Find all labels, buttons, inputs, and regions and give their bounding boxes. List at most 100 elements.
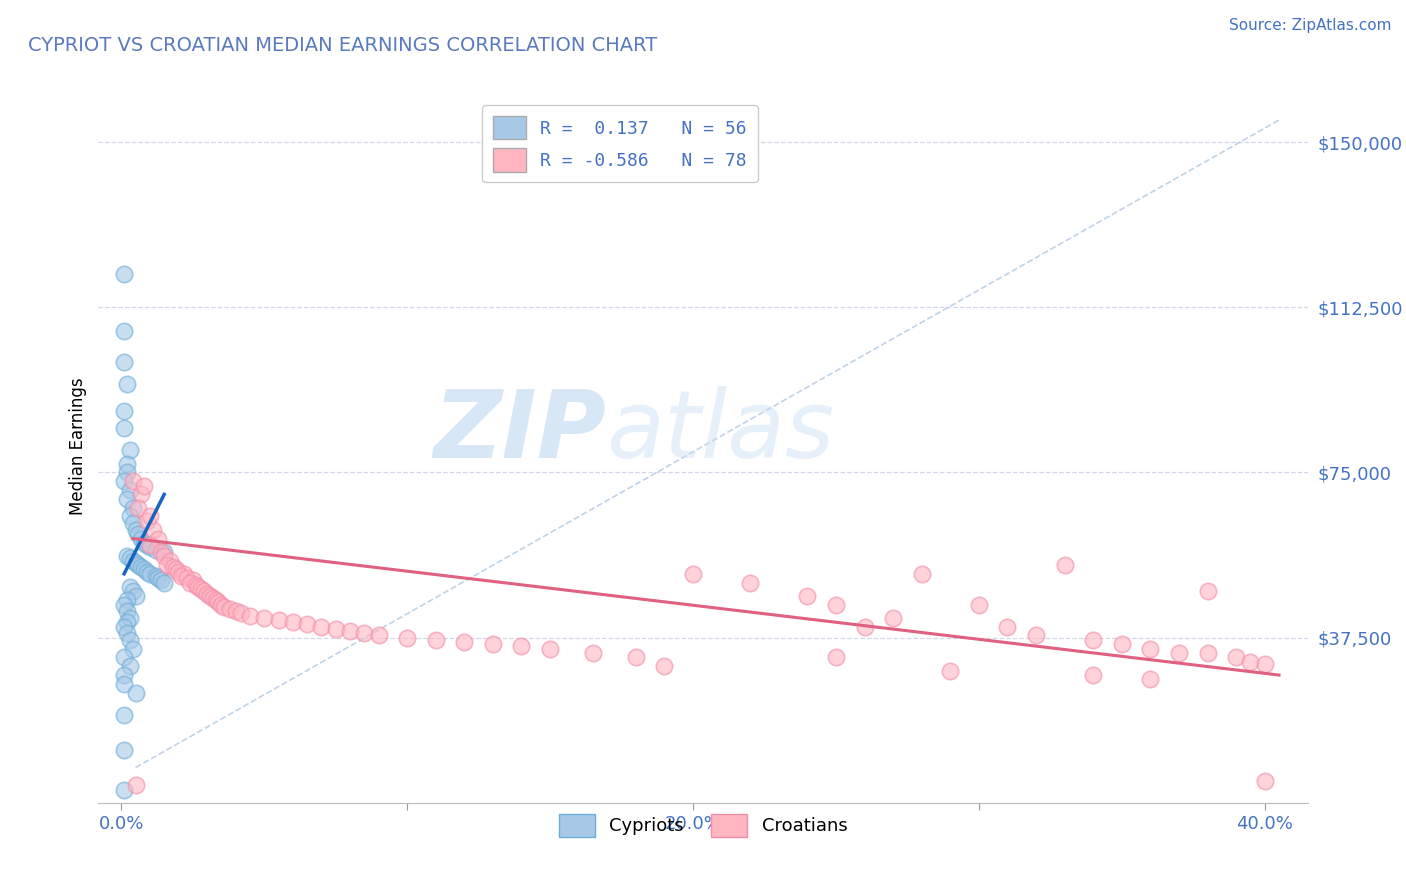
Point xyxy=(187,580,209,594)
Point xyxy=(453,635,475,649)
Point xyxy=(1025,628,1047,642)
Point xyxy=(295,617,318,632)
Point xyxy=(231,607,253,621)
Point xyxy=(195,586,218,600)
Point xyxy=(112,619,135,633)
Point xyxy=(124,589,146,603)
Point xyxy=(1083,632,1105,647)
Point xyxy=(148,571,170,585)
Point xyxy=(148,532,170,546)
Point xyxy=(1239,655,1261,669)
Point xyxy=(193,584,215,599)
Point xyxy=(153,575,176,590)
Point xyxy=(129,532,152,546)
Point xyxy=(115,615,138,630)
Point xyxy=(142,523,165,537)
Point xyxy=(1254,657,1277,671)
Point xyxy=(911,566,934,581)
Point xyxy=(115,466,138,480)
Point xyxy=(209,598,232,612)
Point xyxy=(997,619,1019,633)
Point xyxy=(139,541,162,555)
Point xyxy=(201,591,224,605)
Point xyxy=(124,556,146,570)
Point xyxy=(184,578,207,592)
Point xyxy=(207,595,229,609)
Text: ZIP: ZIP xyxy=(433,385,606,478)
Point xyxy=(150,574,173,588)
Point xyxy=(134,536,156,550)
Point xyxy=(118,551,141,566)
Point xyxy=(1139,673,1161,687)
Point xyxy=(267,613,290,627)
Point xyxy=(162,560,184,574)
Point xyxy=(115,549,138,563)
Point xyxy=(165,562,187,576)
Point xyxy=(112,325,135,339)
Point xyxy=(115,377,138,392)
Point xyxy=(396,631,419,645)
Point xyxy=(112,355,135,369)
Point xyxy=(124,523,146,537)
Point xyxy=(121,516,143,530)
Point xyxy=(115,626,138,640)
Point xyxy=(127,500,149,515)
Point xyxy=(624,650,647,665)
Point xyxy=(1168,646,1191,660)
Point xyxy=(225,604,247,618)
Point xyxy=(118,611,141,625)
Point xyxy=(1254,773,1277,788)
Point xyxy=(118,580,141,594)
Point xyxy=(150,545,173,559)
Point xyxy=(115,491,138,506)
Point xyxy=(136,538,159,552)
Point xyxy=(115,457,138,471)
Point xyxy=(159,553,181,567)
Point xyxy=(121,475,143,489)
Point xyxy=(127,558,149,572)
Point xyxy=(173,566,195,581)
Legend: Cypriots, Croatians: Cypriots, Croatians xyxy=(551,807,855,844)
Point xyxy=(882,611,904,625)
Point xyxy=(118,509,141,524)
Point xyxy=(118,483,141,497)
Point xyxy=(179,575,201,590)
Point xyxy=(253,611,276,625)
Point xyxy=(367,628,389,642)
Point xyxy=(136,514,159,528)
Point xyxy=(538,641,561,656)
Point xyxy=(198,589,221,603)
Point xyxy=(112,267,135,281)
Point xyxy=(1111,637,1133,651)
Point xyxy=(339,624,361,638)
Point xyxy=(129,487,152,501)
Point xyxy=(112,421,135,435)
Point xyxy=(425,632,447,647)
Point xyxy=(219,602,242,616)
Point xyxy=(153,549,176,563)
Point xyxy=(482,637,505,651)
Point xyxy=(1197,646,1219,660)
Point xyxy=(510,640,533,654)
Point xyxy=(139,566,162,581)
Point xyxy=(129,560,152,574)
Point xyxy=(121,553,143,567)
Point xyxy=(145,542,167,557)
Point xyxy=(167,565,190,579)
Point xyxy=(118,443,141,458)
Point xyxy=(112,403,135,417)
Point xyxy=(204,593,226,607)
Point xyxy=(212,599,235,614)
Point xyxy=(825,650,848,665)
Point xyxy=(115,593,138,607)
Point xyxy=(139,509,162,524)
Point xyxy=(121,641,143,656)
Point xyxy=(176,571,198,585)
Point xyxy=(239,608,262,623)
Point xyxy=(853,619,876,633)
Point xyxy=(127,527,149,541)
Point xyxy=(325,622,347,636)
Point xyxy=(134,562,156,576)
Point xyxy=(281,615,304,630)
Point xyxy=(121,500,143,515)
